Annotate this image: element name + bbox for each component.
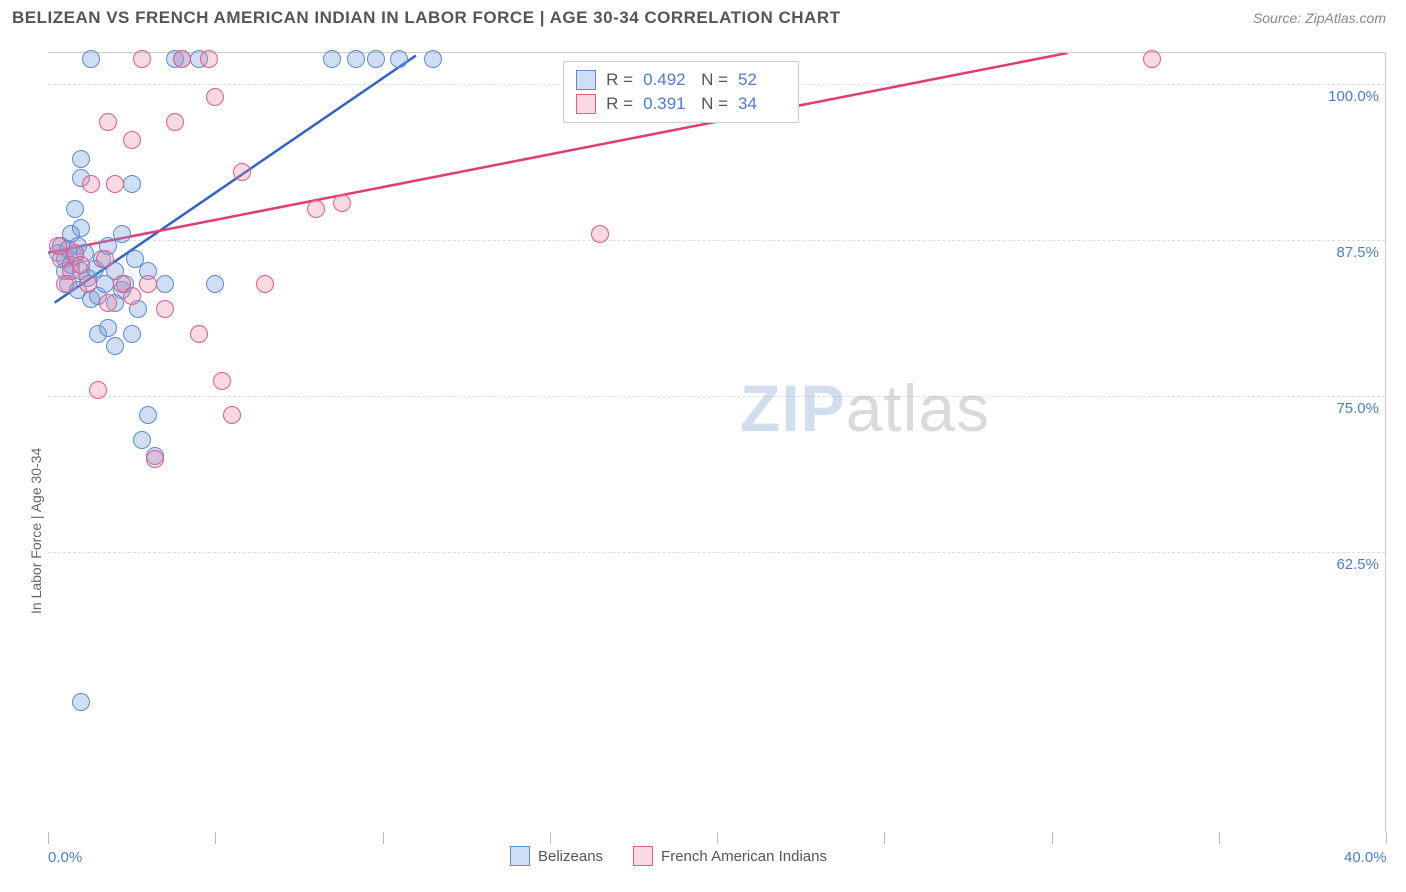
data-point	[123, 325, 141, 343]
data-point	[133, 431, 151, 449]
source-attribution: Source: ZipAtlas.com	[1253, 10, 1386, 26]
legend-label: French American Indians	[661, 848, 827, 865]
data-point	[173, 50, 191, 68]
data-point	[96, 250, 114, 268]
data-point	[424, 50, 442, 68]
chart-plot-area: 62.5%75.0%87.5%100.0%0.0%40.0%R =0.492N …	[48, 52, 1386, 832]
y-tick-label: 75.0%	[1299, 400, 1379, 417]
data-point	[106, 337, 124, 355]
x-tick	[884, 832, 885, 844]
data-point	[72, 150, 90, 168]
x-tick-label: 0.0%	[48, 849, 82, 866]
data-point	[82, 175, 100, 193]
data-point	[133, 50, 151, 68]
x-tick	[1052, 832, 1053, 844]
data-point	[123, 287, 141, 305]
legend-swatch	[510, 846, 530, 866]
legend-item: Belizeans	[510, 846, 603, 866]
gridline	[48, 396, 1385, 397]
data-point	[89, 381, 107, 399]
y-tick-label: 100.0%	[1299, 88, 1379, 105]
stats-row: R =0.391N =34	[576, 92, 786, 116]
correlation-stats-box: R =0.492N =52R =0.391N =34	[563, 61, 799, 123]
y-axis-label: In Labor Force | Age 30-34	[28, 447, 44, 613]
gridline	[48, 240, 1385, 241]
data-point	[591, 225, 609, 243]
data-point	[113, 225, 131, 243]
data-point	[66, 200, 84, 218]
data-point	[233, 163, 251, 181]
x-tick	[1219, 832, 1220, 844]
data-point	[166, 113, 184, 131]
data-point	[82, 50, 100, 68]
data-point	[99, 294, 117, 312]
data-point	[79, 275, 97, 293]
data-point	[323, 50, 341, 68]
data-point	[256, 275, 274, 293]
data-point	[390, 50, 408, 68]
data-point	[106, 175, 124, 193]
data-point	[156, 275, 174, 293]
x-tick	[383, 832, 384, 844]
chart-title: BELIZEAN VS FRENCH AMERICAN INDIAN IN LA…	[12, 8, 841, 28]
data-point	[123, 131, 141, 149]
data-point	[367, 50, 385, 68]
legend: Belizeans French American Indians	[510, 846, 827, 866]
data-point	[72, 256, 90, 274]
data-point	[190, 325, 208, 343]
data-point	[1143, 50, 1161, 68]
stats-row: R =0.492N =52	[576, 68, 786, 92]
y-tick-label: 87.5%	[1299, 244, 1379, 261]
data-point	[99, 319, 117, 337]
data-point	[123, 175, 141, 193]
legend-swatch	[633, 846, 653, 866]
data-point	[99, 113, 117, 131]
data-point	[307, 200, 325, 218]
data-point	[146, 450, 164, 468]
x-tick	[48, 832, 49, 844]
data-point	[139, 406, 157, 424]
legend-item: French American Indians	[633, 846, 827, 866]
gridline	[48, 552, 1385, 553]
legend-swatch	[576, 94, 596, 114]
data-point	[213, 372, 231, 390]
data-point	[156, 300, 174, 318]
x-tick-label: 40.0%	[1344, 849, 1387, 866]
x-tick	[1386, 832, 1387, 844]
data-point	[223, 406, 241, 424]
legend-swatch	[576, 70, 596, 90]
data-point	[206, 88, 224, 106]
data-point	[347, 50, 365, 68]
legend-label: Belizeans	[538, 848, 603, 865]
x-tick	[215, 832, 216, 844]
data-point	[72, 219, 90, 237]
x-tick	[550, 832, 551, 844]
x-tick	[717, 832, 718, 844]
data-point	[72, 693, 90, 711]
data-point	[333, 194, 351, 212]
data-point	[200, 50, 218, 68]
y-tick-label: 62.5%	[1299, 556, 1379, 573]
data-point	[206, 275, 224, 293]
data-point	[139, 275, 157, 293]
